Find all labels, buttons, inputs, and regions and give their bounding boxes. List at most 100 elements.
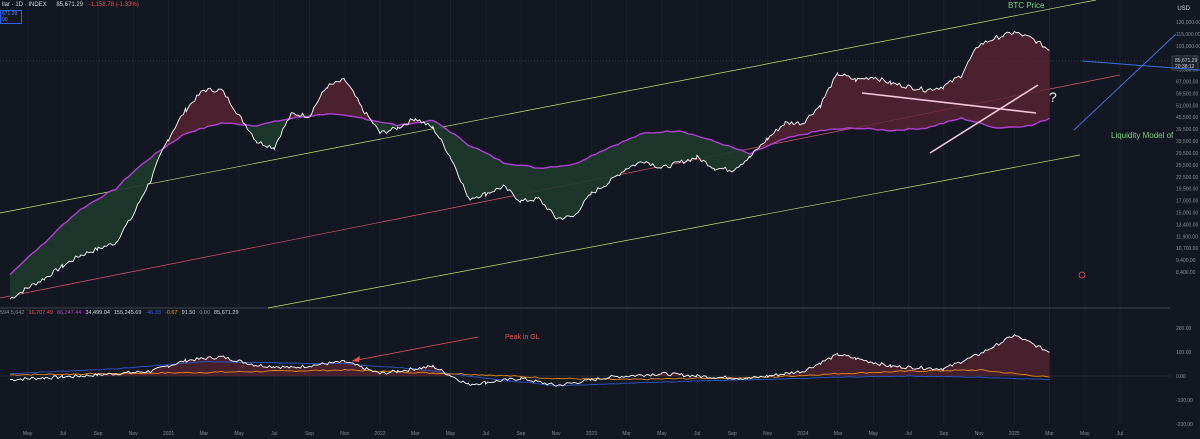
y-tick-label: 29,500.00 [1176,151,1198,157]
x-tick-label: May [446,431,456,437]
y-tick-label: 130,000.00 [1176,20,1200,26]
y-tick-label: 9,400.00 [1176,258,1196,264]
y-tick-label: 59,500.00 [1176,91,1198,97]
y-tick-label: 13,400.00 [1176,222,1198,228]
pink-line-2 [929,84,1039,154]
indicator-value-9: 85,671.29 [214,310,239,316]
osc-series-blue [9,360,1050,387]
grid [0,0,1200,424]
trend-line-flat [1081,60,1200,71]
x-tick-label: Jul [483,431,489,437]
y-tick-label: 10,700.00 [1176,246,1198,252]
x-tick-label: 2022 [374,431,385,437]
x-tick-label: Jul [271,431,277,437]
label-peak-in-gl: Peak in GL [505,334,540,341]
x-tick-label: May [23,431,33,437]
annotations: BTC Price Liquidity Model of? Peak in GL [351,1,1200,362]
last-price-box [1171,55,1199,71]
x-tick-label: 2025 [1009,431,1020,437]
y-tick-label: 19,500.00 [1176,187,1198,193]
x-tick-label: Nov [763,431,772,437]
pink-line-1 [861,92,1037,114]
symbol-tag[interactable]: 671.29 00 [0,10,22,24]
indicator-value-7: 91.50 [181,310,196,316]
price-axis-bg [1170,0,1200,439]
y-tick-label: 17,000.00 [1176,199,1198,205]
indicator-value-0: 594 5,642 [0,310,25,316]
y-tick-label: 115,000.00 [1176,32,1200,38]
indicator-value-4: 155,245.69 [113,310,142,316]
axes: 130,000.00115,000.00103,000.0091,000.007… [23,0,1200,439]
y-tick-label: 39,500.00 [1176,127,1198,133]
x-tick-label: Jul [60,431,66,437]
last-price-label: 85,671.29 [1175,58,1197,64]
alert-icon [1078,271,1086,279]
x-tick-label: Mar [1045,431,1054,437]
indicator-values: 594 5,642 16,707.49 86,247.44 34,499.04 155,… [0,310,243,316]
osc-y-tick-label: 100.00 [1176,350,1192,356]
channel-lower [267,154,1081,309]
x-tick-label: Sep [728,431,737,437]
x-tick-label: Jul [694,431,700,437]
osc-y-tick-label: 0.00 [1176,374,1186,380]
indicator-value-5: -46.33 [145,310,162,316]
y-tick-label: 103,000.00 [1176,44,1200,50]
price-pane [0,0,1121,309]
osc-fill [10,334,1050,376]
symbol-label: llar · 1D · INDEX [2,2,47,8]
osc-y-tick-label: -100.00 [1176,398,1193,404]
x-tick-label: Sep [94,431,103,437]
label-btc-price: BTC Price [1008,1,1045,10]
x-tick-label: Nov [340,431,349,437]
indicator-value-1: 16,707.49 [28,310,53,316]
x-tick-label: Nov [975,431,984,437]
x-tick-label: Sep [939,431,948,437]
oscillator-pane [0,333,1170,387]
y-tick-label: 25,500.00 [1176,163,1198,169]
x-tick-label: Nov [552,431,561,437]
y-tick-label: 67,000.00 [1176,80,1198,86]
x-tick-label: 2023 [586,431,597,437]
y-tick-label: 51,000.00 [1176,103,1198,109]
indicator-value-6: -0.67 [165,310,178,316]
osc-y-tick-label: -200.00 [1176,422,1193,428]
indicator-value-3: 34,499.04 [85,310,110,316]
indicator-value-8: 0.00 [199,310,211,316]
x-tick-label: Jul [905,431,911,437]
osc-series-orange [9,368,1050,381]
osc-y-tick-label: 200.00 [1176,326,1192,332]
y-tick-label: 79,000.00 [1176,68,1198,74]
y-tick-label: 45,500.00 [1176,115,1198,121]
x-tick-label: Mar [411,431,420,437]
last-price-label: 20:38:12 [1175,64,1195,70]
peak-arrow [351,336,479,362]
tag-line-1: 671.29 [2,11,18,17]
y-tick-label: 33,500.00 [1176,139,1198,145]
y-tick-label: 15,000.00 [1176,210,1198,216]
x-tick-label: 2024 [797,431,808,437]
x-tick-label: 2021 [163,431,174,437]
osc-series-white [9,333,1050,387]
tag-line-2: 00 [2,17,8,23]
x-tick-label: Mar [834,431,843,437]
x-tick-label: May [657,431,667,437]
label-liquidity-model: Liquidity Model of [1111,131,1174,140]
last-price: 85,671.29 [56,2,84,8]
channel-upper [0,0,1097,214]
y-tick-label: 11,900.00 [1176,234,1198,240]
currency-label[interactable]: USD [1177,6,1190,12]
peak-arrow-head [352,356,360,362]
x-tick-label: Mar [199,431,208,437]
x-tick-label: May [1080,431,1090,437]
y-tick-label: 22,500.00 [1176,175,1198,181]
x-tick-label: Sep [516,431,525,437]
trend-line-rise [1073,33,1177,131]
x-tick-label: May [869,431,879,437]
price-change: -1,158.78 (-1.33%) [88,2,139,8]
x-tick-label: Sep [305,431,314,437]
series-btc-line [9,30,1050,300]
series-liquidity-line [9,113,1050,276]
x-tick-label: Mar [622,431,631,437]
indicator-value-2: 86,247.44 [56,310,82,316]
